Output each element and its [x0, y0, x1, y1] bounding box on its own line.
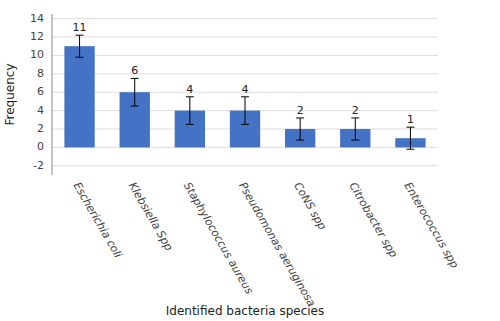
grid-line: [52, 165, 438, 166]
error-bar: [186, 97, 194, 125]
error-bar: [406, 127, 414, 149]
error-cap: [76, 35, 84, 36]
x-tick-label: CoNS spp: [291, 180, 329, 232]
grid-line: [52, 73, 438, 74]
error-bar: [351, 118, 359, 140]
grid-line: [52, 55, 438, 56]
error-line: [134, 78, 135, 106]
data-label: 4: [242, 83, 249, 96]
plot-area: [64, 35, 425, 149]
error-cap: [241, 124, 249, 125]
data-label: 4: [186, 83, 193, 96]
error-bar: [131, 78, 139, 106]
y-tick-label: -2: [33, 159, 44, 172]
error-cap: [351, 117, 359, 118]
error-cap: [296, 140, 304, 141]
error-line: [245, 97, 246, 125]
y-tick-label: 10: [30, 48, 44, 61]
bar: [64, 46, 94, 147]
error-cap: [406, 149, 414, 150]
grid-line: [52, 37, 438, 38]
y-tick-label: 6: [37, 85, 44, 98]
x-axis-label: Identified bacteria species: [166, 304, 324, 318]
error-cap: [186, 96, 194, 97]
y-tick-label: 2: [37, 122, 44, 135]
error-cap: [131, 78, 139, 79]
error-line: [79, 35, 80, 57]
y-tick-label: 14: [30, 12, 44, 25]
x-tick-label: Escherichia coli: [71, 180, 125, 260]
x-tick-label: Enterococcus spp: [401, 180, 461, 271]
data-label: 2: [297, 104, 304, 117]
data-label: 6: [131, 64, 138, 77]
y-axis-line: [52, 14, 53, 175]
y-tick-label: 8: [37, 67, 44, 80]
y-tick-label: 4: [37, 104, 44, 117]
chart-container: -2 0 2 4 6 8 10 12 14 11 6 4 4 2 2 1 Escherichia coliKle…: [0, 0, 500, 321]
x-tick-label: Klebsiella Spp: [126, 180, 176, 253]
error-line: [300, 118, 301, 140]
error-cap: [406, 127, 414, 128]
y-axis-label: Frequency: [3, 64, 17, 126]
error-cap: [76, 57, 84, 58]
error-bar: [296, 118, 304, 140]
error-line: [355, 118, 356, 140]
chart-svg: -2 0 2 4 6 8 10 12 14 11 6 4 4 2 2 1 Escherichia coliKle…: [0, 0, 500, 321]
error-cap: [241, 96, 249, 97]
error-line: [410, 127, 411, 149]
error-bar: [241, 97, 249, 125]
data-label: 11: [73, 21, 87, 34]
y-tick-label: 0: [37, 140, 44, 153]
error-cap: [186, 124, 194, 125]
error-cap: [131, 106, 139, 107]
grid: [52, 19, 438, 166]
error-line: [189, 97, 190, 125]
y-tick-label: 12: [30, 30, 44, 43]
error-cap: [351, 140, 359, 141]
data-label: 1: [407, 113, 414, 126]
grid-line: [52, 18, 438, 19]
error-cap: [296, 117, 304, 118]
error-bar: [76, 35, 84, 57]
x-tick-label: Citrobacter spp: [346, 180, 400, 260]
data-label: 2: [352, 104, 359, 117]
